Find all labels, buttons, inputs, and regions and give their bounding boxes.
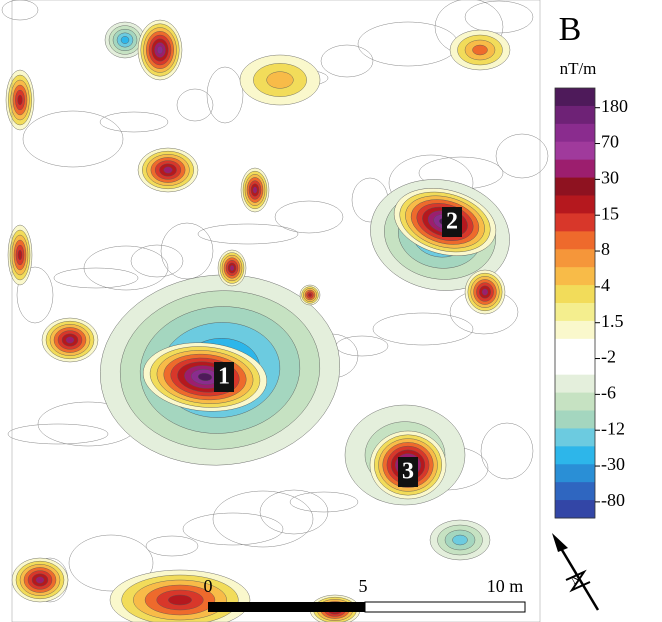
legend-label: 8 [601, 239, 610, 259]
legend-label: -30 [601, 454, 625, 474]
background-contour [197, 223, 299, 245]
anomaly-contour [35, 576, 45, 584]
background-contour [1, 0, 39, 21]
scale-bar-black [208, 602, 365, 612]
legend-swatch [555, 159, 595, 179]
background-contour [464, 0, 534, 34]
anomaly-contour [17, 249, 23, 261]
background-contour [99, 111, 169, 133]
anomaly-label-box [214, 362, 234, 392]
legend-label: -80 [601, 490, 625, 510]
legend-label: 180 [601, 96, 628, 116]
anomaly-contour [157, 46, 163, 54]
legend-swatch [555, 123, 595, 143]
anomaly-contour [17, 94, 23, 106]
panel-label: B [559, 11, 582, 48]
legend-swatch [555, 482, 595, 501]
anomaly-contour [229, 265, 235, 271]
legend-swatch [555, 231, 595, 250]
background-contour [212, 490, 314, 548]
legend-label: 15 [601, 203, 619, 223]
background-contour [176, 88, 214, 122]
anomaly-label: 1 [218, 364, 230, 390]
anomaly-contour [252, 186, 258, 194]
legend-swatch [555, 105, 595, 125]
legend-swatch [555, 320, 595, 340]
background-contour [83, 245, 169, 291]
scale-label: 0 [204, 576, 213, 596]
background-contour [335, 335, 389, 357]
map-area: 1 2 3 [1, 0, 549, 622]
legend-swatch [555, 177, 595, 196]
legend-swatch [555, 374, 595, 394]
background-contour [16, 266, 54, 324]
legend-swatch [555, 356, 595, 376]
legend-frame [554, 87, 596, 519]
legend-swatch [555, 500, 595, 519]
legend-label: 4 [601, 275, 610, 295]
legend-swatch [555, 446, 595, 465]
background-contour [7, 423, 109, 445]
background-contour [320, 44, 374, 78]
legend-label: 30 [601, 168, 619, 188]
background-contour [53, 267, 139, 289]
map-border [11, 0, 541, 622]
background-contour [274, 200, 344, 234]
legend-swatch [555, 410, 595, 429]
legend-swatch [555, 195, 595, 214]
scale-label: 5 [359, 576, 368, 596]
legend-swatch [555, 88, 595, 107]
background-contour [206, 66, 244, 124]
legend-swatch [555, 338, 595, 358]
anomaly-label-box [398, 457, 418, 487]
legend-label: -12 [601, 418, 625, 438]
background-contour [289, 491, 359, 513]
legend-swatch [555, 213, 595, 232]
anomaly-contour [197, 372, 213, 382]
anomaly-contour [168, 594, 192, 606]
legend-swatch [555, 464, 595, 483]
north-arrow [552, 533, 600, 611]
legend-swatch [555, 249, 595, 268]
scale-label: 10 m [487, 576, 524, 596]
anomaly-contour [65, 336, 75, 344]
anomaly-contour [472, 44, 488, 56]
legend-label: 1.5 [601, 311, 624, 331]
background-contour [372, 312, 474, 346]
anomaly-contour [120, 36, 130, 44]
anomaly-contour [481, 288, 489, 296]
legend-swatch [555, 267, 595, 286]
anomaly-label-box [442, 207, 462, 237]
background-contour [68, 534, 154, 592]
anomaly-label: 2 [446, 209, 458, 235]
legend-swatch [555, 392, 595, 411]
legend-swatch [555, 141, 595, 161]
anomaly-contour [163, 166, 173, 174]
legend-label: 70 [601, 132, 619, 152]
background-contour [160, 222, 214, 280]
anomaly-contour [266, 71, 294, 89]
legend-label: -6 [601, 383, 616, 403]
anomaly-contour [452, 534, 468, 546]
background-contour [22, 110, 124, 168]
color-legend: 180 70 30 15 8 4 1.5 -2 -6 -12 -30 -80 [554, 87, 628, 519]
legend-swatch [555, 428, 595, 447]
scale-bar-white [364, 601, 526, 613]
background-contour [480, 422, 534, 480]
legend-label: -2 [601, 347, 616, 367]
anomaly-contour [308, 293, 312, 297]
legend-swatch [555, 285, 595, 304]
background-contour [495, 133, 549, 179]
background-contour [145, 535, 199, 557]
background-contour [182, 512, 284, 546]
legend-swatch [555, 303, 595, 322]
anomaly-label: 3 [402, 459, 414, 485]
background-contour [130, 244, 184, 278]
unit-label: nT/m [560, 59, 597, 78]
